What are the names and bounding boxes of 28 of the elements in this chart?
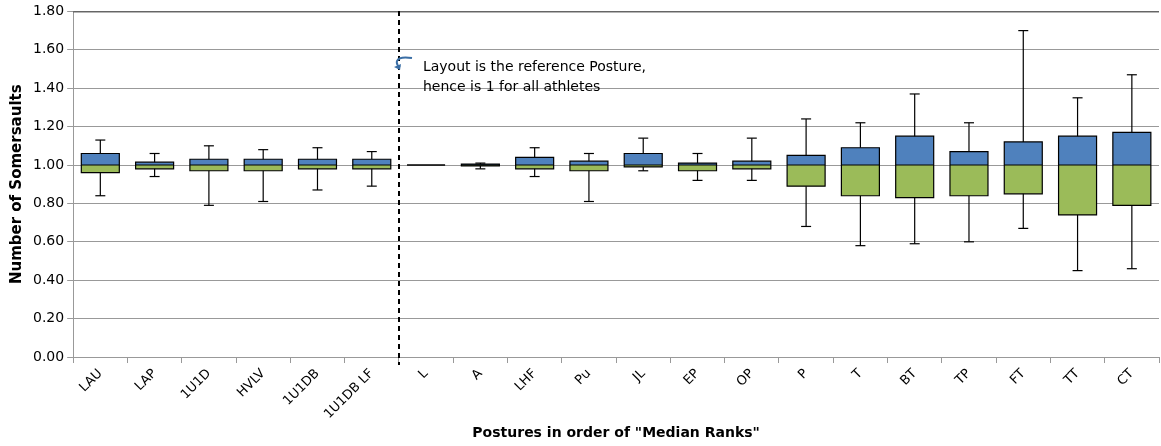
annotation: Layout is the reference Posture, hence is 1 for all athletes [422, 57, 646, 97]
y-tick-label: 0.40 [33, 270, 65, 287]
x-tick-label: EP [680, 365, 703, 388]
x-tick-label: TP [951, 365, 974, 388]
y-axis-title: Number of Somersaults [6, 84, 25, 285]
x-tick-label: JL [628, 364, 649, 385]
x-tick-label: P [794, 365, 811, 382]
x-tick-label: Pu [571, 365, 594, 388]
y-tick-label: 0.20 [33, 309, 65, 326]
y-tick-label: 1.40 [33, 78, 65, 95]
x-axis-title: Postures in order of "Median Ranks" [472, 424, 760, 441]
x-tick-label: FT [1006, 365, 1028, 387]
y-tick-label: 1.20 [33, 117, 65, 134]
x-tick-label: LHF [511, 365, 540, 394]
y-tick-label: 1.80 [33, 2, 65, 19]
y-tick-label: 0.60 [33, 232, 65, 249]
x-tick-label: CT [1113, 365, 1137, 389]
x-tick-label: LAP [131, 365, 160, 394]
y-tick-label: 1.60 [33, 40, 65, 57]
x-tick-label: OP [732, 365, 757, 389]
y-tick-label: 0.00 [33, 347, 65, 364]
x-tick-label: L [414, 364, 432, 382]
x-tick-label: BT [896, 365, 920, 388]
y-tick-label: 1.00 [33, 155, 65, 172]
y-tick-label: 0.80 [33, 194, 65, 211]
x-tick-label: T [847, 365, 865, 383]
x-tick-label: A [467, 365, 485, 383]
x-tick-label: TT [1059, 365, 1083, 388]
